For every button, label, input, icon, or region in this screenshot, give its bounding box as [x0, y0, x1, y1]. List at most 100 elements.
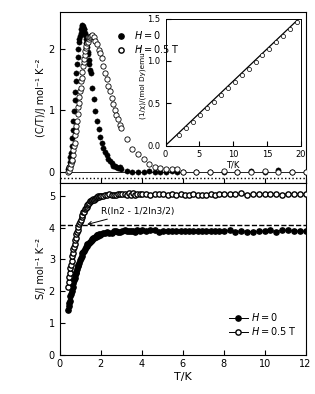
Point	[72, 140, 77, 147]
Point	[98, 134, 103, 140]
Point	[76, 46, 81, 52]
Point	[82, 56, 87, 62]
Point	[117, 122, 122, 128]
Point	[111, 162, 116, 169]
Point	[262, 168, 267, 174]
Point	[276, 169, 281, 175]
Point	[80, 69, 85, 75]
Point	[147, 168, 152, 174]
Point	[69, 161, 74, 167]
Point	[80, 23, 85, 29]
Point	[119, 166, 124, 172]
Point	[71, 118, 76, 124]
Point	[163, 169, 169, 175]
Point	[104, 76, 109, 82]
Point	[67, 163, 72, 169]
Point	[175, 169, 180, 175]
Legend: $H = 0$, $H = 0.5$ T: $H = 0$, $H = 0.5$ T	[108, 25, 184, 59]
Point	[180, 169, 185, 175]
Point	[88, 33, 93, 39]
Point	[70, 126, 75, 133]
Point	[82, 26, 87, 32]
Point	[82, 30, 87, 36]
Point	[175, 166, 180, 172]
Point	[70, 151, 75, 158]
Point	[81, 26, 86, 32]
Point	[88, 33, 93, 40]
Point	[249, 169, 254, 175]
Point	[85, 39, 90, 45]
Point	[88, 70, 93, 76]
Point	[86, 57, 91, 63]
Point	[80, 23, 85, 29]
Point	[289, 169, 295, 175]
Point	[109, 160, 114, 166]
Point	[79, 22, 84, 29]
Point	[114, 164, 119, 170]
Point	[194, 169, 199, 175]
Point	[93, 108, 98, 114]
Y-axis label: S/J mol⁻¹ K⁻²: S/J mol⁻¹ K⁻²	[36, 238, 46, 299]
Point	[106, 83, 111, 89]
Point	[76, 39, 81, 45]
Point	[135, 151, 140, 157]
Point	[221, 168, 226, 174]
Point	[158, 165, 163, 171]
Point	[101, 145, 106, 151]
Point	[80, 63, 85, 69]
Point	[69, 150, 74, 156]
Point	[87, 34, 92, 41]
Point	[76, 100, 81, 106]
Point	[124, 136, 129, 142]
Point	[112, 163, 117, 169]
Point	[208, 169, 213, 175]
Point	[73, 78, 78, 84]
Point	[77, 87, 83, 94]
Point	[114, 112, 119, 118]
Point	[141, 156, 146, 162]
Point	[152, 164, 157, 170]
Point	[73, 89, 78, 96]
Point	[91, 33, 96, 40]
Point	[130, 169, 135, 175]
Point	[107, 158, 112, 165]
Point	[73, 128, 78, 134]
X-axis label: T/K: T/K	[174, 372, 192, 382]
Point	[90, 32, 95, 38]
Point	[180, 169, 185, 175]
Point	[86, 51, 91, 58]
Point	[88, 67, 93, 73]
Point	[112, 107, 117, 113]
Point	[103, 149, 108, 155]
Point	[235, 168, 240, 175]
Point	[84, 40, 89, 46]
Point	[84, 43, 89, 50]
Point	[119, 125, 124, 131]
Point	[77, 94, 82, 100]
Point	[69, 142, 74, 149]
Point	[93, 38, 98, 45]
Point	[73, 132, 78, 139]
Point	[135, 169, 140, 175]
Point	[79, 74, 84, 81]
Point	[276, 167, 281, 173]
Point	[289, 169, 295, 175]
Point	[68, 154, 73, 160]
Point	[303, 169, 308, 175]
Point	[71, 147, 76, 153]
Point	[208, 168, 213, 175]
Point	[72, 143, 77, 149]
Point	[83, 45, 89, 51]
Point	[79, 26, 84, 32]
Point	[109, 95, 114, 101]
Point	[169, 168, 174, 174]
Point	[86, 36, 91, 42]
Point	[262, 169, 267, 175]
Legend: $H = 0$, $H = 0.5$ T: $H = 0$, $H = 0.5$ T	[225, 307, 301, 341]
Point	[66, 169, 71, 175]
Point	[106, 156, 111, 162]
Point	[69, 158, 74, 164]
Point	[169, 166, 174, 173]
Point	[78, 30, 83, 36]
Point	[67, 164, 72, 171]
